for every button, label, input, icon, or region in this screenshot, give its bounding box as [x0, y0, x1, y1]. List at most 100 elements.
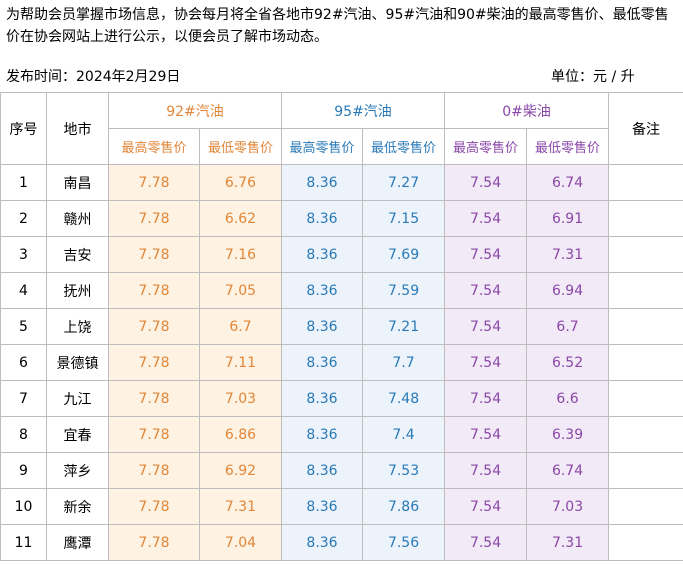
row-remark — [608, 452, 683, 489]
row-0-max: 7.54 — [444, 272, 528, 309]
row-92-min: 7.16 — [198, 236, 283, 273]
row-95-max: 8.36 — [281, 308, 364, 345]
row-95-max: 8.36 — [281, 236, 364, 273]
table-row: 10 新余 7.78 7.31 8.36 7.86 7.54 7.03 — [0, 488, 683, 525]
unit-label: 单位：元 / 升 — [551, 69, 635, 85]
row-92-max: 7.78 — [108, 452, 200, 489]
row-0-max: 7.54 — [444, 236, 528, 273]
row-remark — [608, 344, 683, 381]
row-city: 抚州 — [46, 272, 109, 309]
row-95-max: 8.36 — [281, 416, 364, 453]
row-remark — [608, 272, 683, 309]
row-92-max: 7.78 — [108, 236, 200, 273]
row-city: 上饶 — [46, 308, 109, 345]
row-city: 鹰潭 — [46, 524, 109, 561]
row-95-max: 8.36 — [281, 344, 364, 381]
row-city: 赣州 — [46, 200, 109, 237]
row-index: 2 — [0, 200, 47, 237]
table-row: 4 抚州 7.78 7.05 8.36 7.59 7.54 6.94 — [0, 272, 683, 309]
header-0-max: 最高零售价 — [444, 128, 528, 165]
row-0-max: 7.54 — [444, 164, 528, 201]
table-row: 1 南昌 7.78 6.76 8.36 7.27 7.54 6.74 — [0, 164, 683, 201]
row-0-min: 6.94 — [526, 272, 610, 309]
row-index: 3 — [0, 236, 47, 273]
row-index: 6 — [0, 344, 47, 381]
row-95-min: 7.15 — [362, 200, 446, 237]
row-index: 11 — [0, 524, 47, 561]
row-index: 7 — [0, 380, 47, 417]
row-0-max: 7.54 — [444, 452, 528, 489]
table-row: 7 九江 7.78 7.03 8.36 7.48 7.54 6.6 — [0, 380, 683, 417]
row-95-min: 7.21 — [362, 308, 446, 345]
row-0-min: 6.91 — [526, 200, 610, 237]
row-95-max: 8.36 — [281, 380, 364, 417]
row-remark — [608, 308, 683, 345]
row-95-max: 8.36 — [281, 164, 364, 201]
row-index: 8 — [0, 416, 47, 453]
row-92-max: 7.78 — [108, 488, 200, 525]
row-95-min: 7.86 — [362, 488, 446, 525]
row-95-max: 8.36 — [281, 200, 364, 237]
row-0-max: 7.54 — [444, 524, 528, 561]
table-row: 3 吉安 7.78 7.16 8.36 7.69 7.54 7.31 — [0, 236, 683, 273]
row-92-min: 7.31 — [198, 488, 283, 525]
table-row: 2 赣州 7.78 6.62 8.36 7.15 7.54 6.91 — [0, 200, 683, 237]
row-0-min: 6.6 — [526, 380, 610, 417]
header-index: 序号 — [0, 92, 47, 165]
header-92-max: 最高零售价 — [108, 128, 200, 165]
header-0-min: 最低零售价 — [526, 128, 610, 165]
price-table: 序号 地市 92#汽油 95#汽油 0#柴油 备注 最高零售价 最低零售价 最高… — [0, 92, 683, 561]
row-92-min: 6.76 — [198, 164, 283, 201]
table-row: 9 萍乡 7.78 6.92 8.36 7.53 7.54 6.74 — [0, 452, 683, 489]
table-row: 8 宜春 7.78 6.86 8.36 7.4 7.54 6.39 — [0, 416, 683, 453]
row-remark — [608, 200, 683, 237]
row-0-max: 7.54 — [444, 380, 528, 417]
row-city: 宜春 — [46, 416, 109, 453]
header-92-min: 最低零售价 — [198, 128, 283, 165]
price-table-body: 1 南昌 7.78 6.76 8.36 7.27 7.54 6.74 2 赣州 7.78 6.62 8.… — [0, 164, 683, 561]
header-city: 地市 — [46, 92, 109, 165]
table-row: 5 上饶 7.78 6.7 8.36 7.21 7.54 6.7 — [0, 308, 683, 345]
row-0-min: 7.31 — [526, 524, 610, 561]
row-95-min: 7.48 — [362, 380, 446, 417]
row-95-min: 7.4 — [362, 416, 446, 453]
row-92-max: 7.78 — [108, 200, 200, 237]
row-0-max: 7.54 — [444, 344, 528, 381]
row-0-max: 7.54 — [444, 488, 528, 525]
row-city: 南昌 — [46, 164, 109, 201]
table-row: 6 景德镇 7.78 7.11 8.36 7.7 7.54 6.52 — [0, 344, 683, 381]
row-95-max: 8.36 — [281, 488, 364, 525]
row-92-min: 7.03 — [198, 380, 283, 417]
row-remark — [608, 236, 683, 273]
row-95-min: 7.7 — [362, 344, 446, 381]
row-92-min: 7.05 — [198, 272, 283, 309]
row-remark — [608, 164, 683, 201]
row-92-max: 7.78 — [108, 308, 200, 345]
row-city: 新余 — [46, 488, 109, 525]
row-0-min: 7.31 — [526, 236, 610, 273]
intro-paragraph: 为帮助会员掌握市场信息，协会每月将全省各地市92#汽油、95#汽油和90#柴油的… — [6, 7, 669, 45]
row-0-min: 6.52 — [526, 344, 610, 381]
row-95-min: 7.53 — [362, 452, 446, 489]
row-0-min: 6.74 — [526, 164, 610, 201]
row-city: 景德镇 — [46, 344, 109, 381]
row-index: 4 — [0, 272, 47, 309]
row-92-max: 7.78 — [108, 524, 200, 561]
header-95-max: 最高零售价 — [281, 128, 364, 165]
row-index: 1 — [0, 164, 47, 201]
row-95-max: 8.36 — [281, 272, 364, 309]
row-92-min: 7.11 — [198, 344, 283, 381]
row-city: 吉安 — [46, 236, 109, 273]
row-92-max: 7.78 — [108, 272, 200, 309]
row-0-min: 6.74 — [526, 452, 610, 489]
header-gasoline-92: 92#汽油 — [107, 92, 283, 129]
row-remark — [608, 380, 683, 417]
row-index: 9 — [0, 452, 47, 489]
row-0-min: 7.03 — [526, 488, 610, 525]
header-gasoline-95: 95#汽油 — [281, 92, 446, 129]
row-0-max: 7.54 — [444, 416, 528, 453]
row-92-min: 6.86 — [198, 416, 283, 453]
row-city: 九江 — [46, 380, 109, 417]
row-index: 5 — [0, 308, 47, 345]
table-row: 11 鹰潭 7.78 7.04 8.36 7.56 7.54 7.31 — [0, 524, 683, 561]
